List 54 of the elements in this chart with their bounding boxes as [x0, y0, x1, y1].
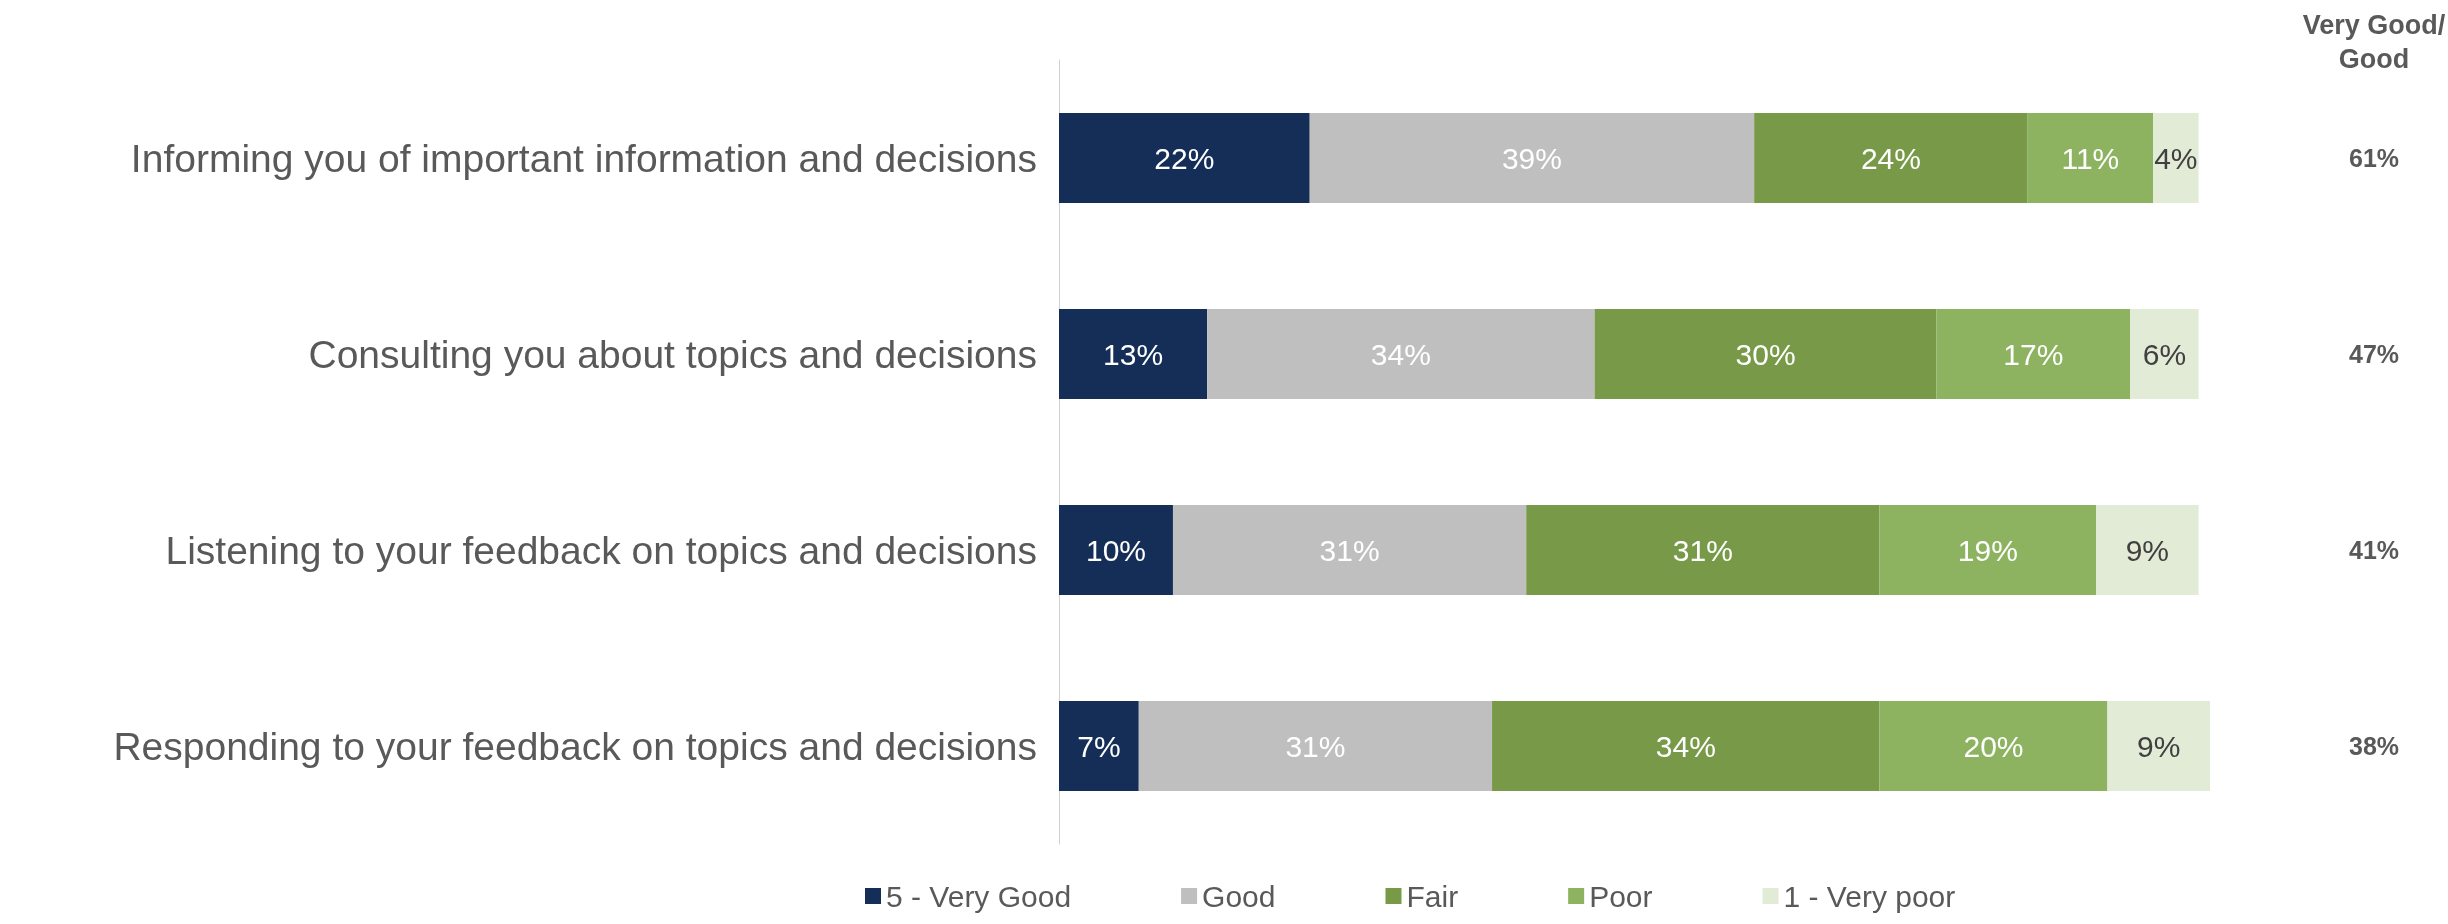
data-label: 30%: [1735, 337, 1796, 371]
bar: [2096, 505, 2199, 595]
data-label: 4%: [2154, 141, 2198, 175]
bar: [2130, 309, 2199, 399]
data-label: 39%: [1501, 141, 1562, 175]
bar: [1207, 309, 1595, 399]
y-tick-label: Consulting you about topics and decisions: [308, 332, 1037, 376]
bar: [1059, 113, 1310, 203]
text: 41%: [2348, 536, 2400, 564]
data-label: 9%: [2137, 729, 2181, 763]
y-tick-label: Responding to your feedback on topics and decisions: [113, 724, 1037, 768]
data-label: 17%: [2003, 337, 2064, 371]
data-label: 9%: [2125, 533, 2169, 567]
data-label: 31%: [1319, 533, 1380, 567]
bar: [1309, 113, 1755, 203]
bar: [1754, 113, 2028, 203]
text: 61%: [2348, 144, 2400, 172]
bar: [1138, 701, 1493, 791]
data-label: 34%: [1370, 337, 1431, 371]
data-label: 11%: [2061, 141, 2120, 175]
bar: [1059, 701, 1139, 791]
bar: [2107, 701, 2210, 791]
data-label: 31%: [1285, 729, 1346, 763]
legend-label: Good: [1202, 879, 1276, 913]
y-tick-label: Listening to your feedback on topics and decisions: [165, 528, 1037, 572]
text: Very Good/ Good: [2302, 10, 2446, 74]
data-label: 24%: [1860, 141, 1921, 175]
text: 47%: [2348, 340, 2400, 368]
bar: [2027, 113, 2154, 203]
bar: [1172, 505, 1527, 595]
data-label: 10%: [1085, 533, 1146, 567]
legend-label: 1 - Very poor: [1783, 879, 1956, 913]
legend-label: Poor: [1589, 879, 1653, 913]
bar: [1879, 505, 2097, 595]
data-label: 7%: [1077, 729, 1121, 763]
data-label: 34%: [1655, 729, 1716, 763]
data-label: 19%: [1957, 533, 2018, 567]
bar: [1526, 505, 1880, 595]
text: 38%: [2348, 732, 2400, 760]
data-label: 13%: [1103, 337, 1164, 371]
legend-label: 5 - Very Good: [886, 879, 1072, 913]
bar: [1594, 309, 1937, 399]
bar: [1936, 309, 2131, 399]
data-label: 20%: [1963, 729, 2024, 763]
y-tick-label: Informing you of important information and decisions: [130, 136, 1037, 180]
data-label: 6%: [2142, 337, 2187, 371]
bar: [1059, 309, 1208, 399]
bar: [2153, 113, 2199, 203]
bar: [1492, 701, 1880, 791]
legend-label: Fair: [1406, 879, 1459, 913]
data-label: 31%: [1672, 533, 1733, 567]
bar: [1879, 701, 2108, 791]
data-label: 22%: [1154, 141, 1215, 175]
bar: [1059, 505, 1173, 595]
